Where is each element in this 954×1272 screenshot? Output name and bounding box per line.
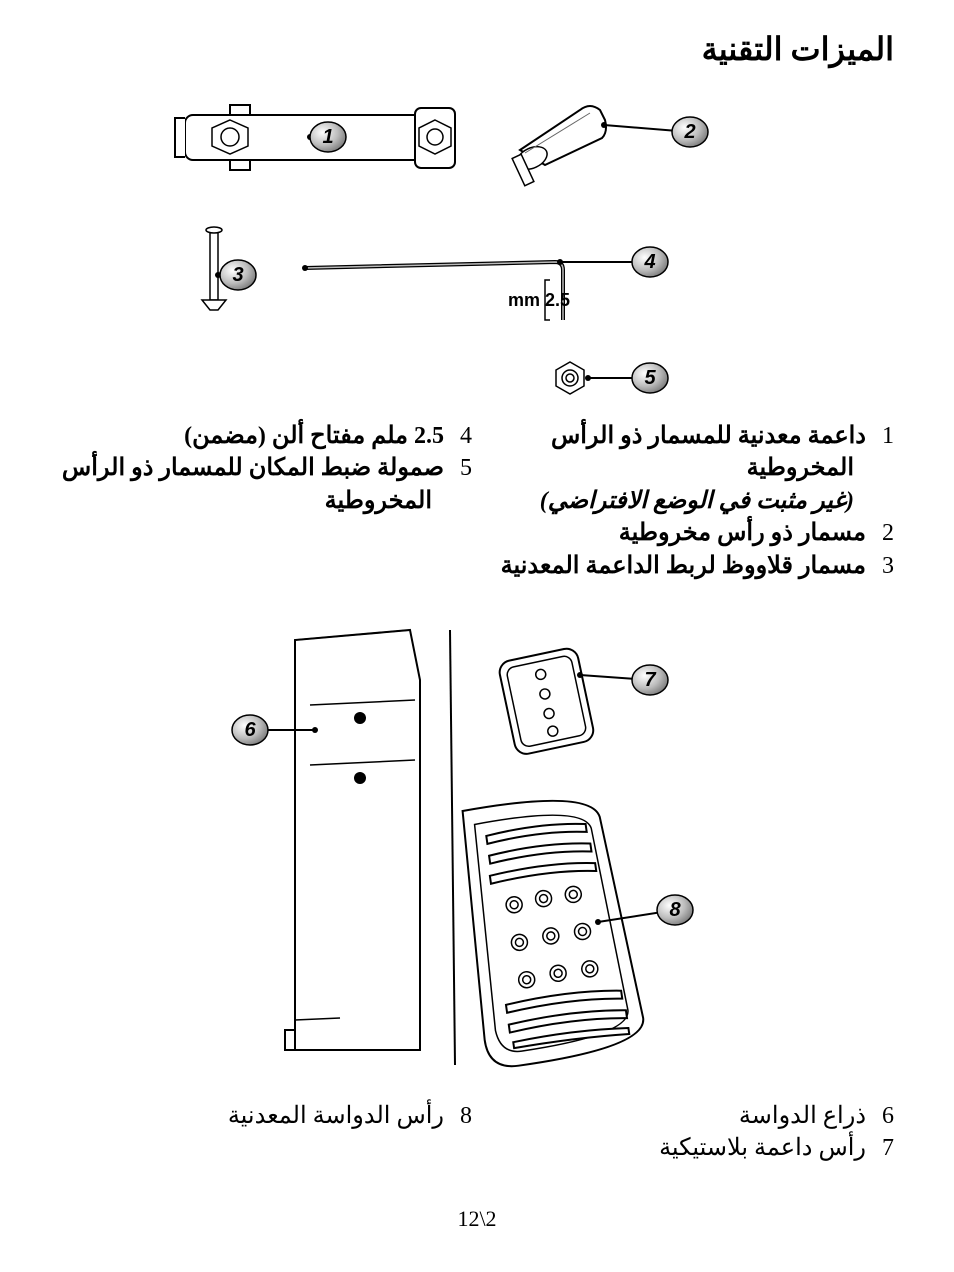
manual-page: الميزات التقنية [0,0,954,1272]
page-number: 12\2 [0,1206,954,1232]
callout-4-label: 4 [643,251,655,273]
callout-6-label: 6 [244,719,256,741]
callout-7-label: 7 [644,669,656,691]
figure-1-parts: 1 2 3 4 [160,80,730,400]
callout-3-label: 3 [232,264,243,286]
part-plastic-support [497,647,595,757]
part-metal-pedal-head [453,789,648,1069]
callout-8-label: 8 [669,899,681,921]
legend-2: 6 ذراع الدواسة 7 رأس داعمة بلاستيكية 8 ر… [60,1100,894,1165]
part-conical-screw [512,106,606,186]
callout-5-label: 5 [644,367,656,389]
legend-1: 1 داعمة معدنية للمسمار ذو الرأس المخروطي… [60,420,894,582]
part-nut [556,362,584,394]
callout-1-label: 1 [322,126,333,148]
part-pedal-arm [285,630,420,1050]
dimension-label: 2.5 mm [508,290,570,310]
figure-2-pedal: 6 7 [160,620,730,1090]
callout-2-label: 2 [683,121,695,143]
page-title: الميزات التقنية [702,30,894,68]
